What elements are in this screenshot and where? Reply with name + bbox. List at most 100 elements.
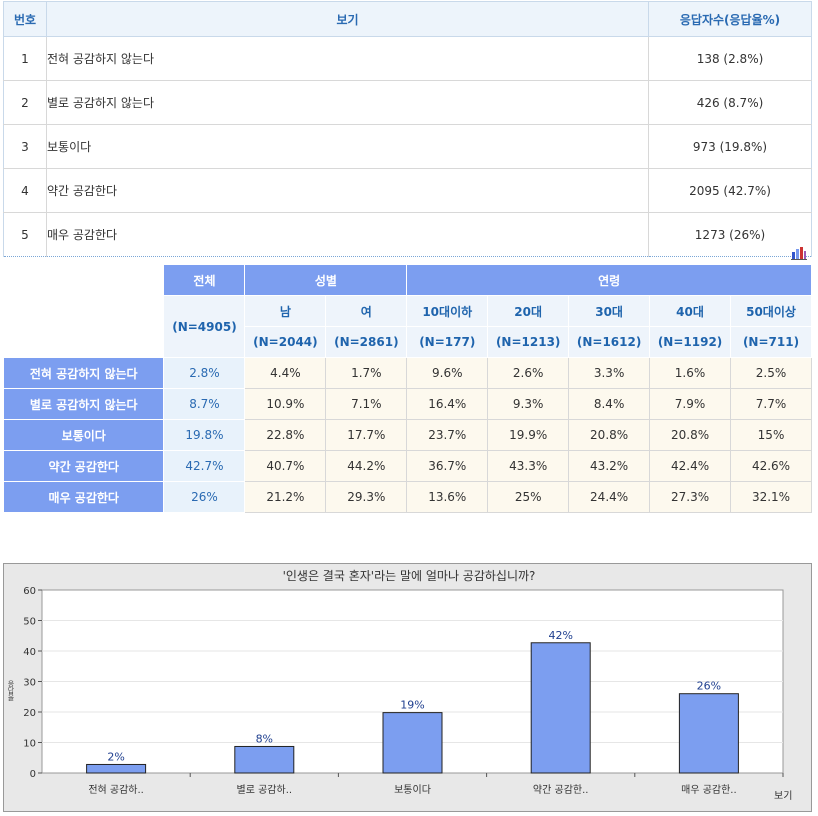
y-tick-label: 20 bbox=[23, 708, 36, 719]
crosstab-total-cell: 26% bbox=[163, 481, 246, 513]
crosstab-cell: 21.2% bbox=[244, 481, 327, 513]
crosstab-row-label: 약간 공감한다 bbox=[2, 450, 165, 482]
crosstab-cell: 19.9% bbox=[487, 419, 570, 451]
crosstab-cell: 25% bbox=[487, 481, 570, 513]
row-option: 별로 공감하지 않는다 bbox=[46, 80, 649, 125]
crosstab-cell: 9.6% bbox=[406, 357, 489, 389]
row-number: 1 bbox=[3, 36, 47, 81]
crosstab-row: 약간 공감한다 42.7% 40.7% 44.2% 36.7% 43.3% 43.2% 42.… bbox=[2, 450, 812, 482]
x-tick-label: 별로 공감하.. bbox=[237, 783, 293, 796]
row-count: 2095 (42.7%) bbox=[648, 168, 812, 213]
crosstab-cell: 1.6% bbox=[649, 357, 732, 389]
crosstab-cell: 7.9% bbox=[649, 388, 732, 420]
bar[interactable] bbox=[86, 763, 147, 774]
col-group-n: (N=711) bbox=[730, 326, 812, 358]
col-total-label: 전체 bbox=[163, 264, 246, 296]
crosstab-cell: 23.7% bbox=[406, 419, 489, 451]
chart-title: '인생은 결국 혼자'라는 말에 얼마나 공감하십니까? bbox=[283, 569, 536, 583]
bar[interactable] bbox=[530, 642, 591, 774]
crosstab-cell: 3.3% bbox=[568, 357, 651, 389]
crosstab-cell: 43.3% bbox=[487, 450, 570, 482]
bar[interactable] bbox=[234, 745, 295, 774]
crosstab-total-cell: 42.7% bbox=[163, 450, 246, 482]
bar-data-label: 19% bbox=[400, 699, 424, 712]
row-option: 약간 공감한다 bbox=[46, 168, 649, 213]
row-count: 973 (19.8%) bbox=[648, 124, 812, 169]
x-tick-label: 보통이다 bbox=[394, 784, 431, 796]
crosstab-cell: 32.1% bbox=[730, 481, 812, 513]
crosstab-cell: 9.3% bbox=[487, 388, 570, 420]
crosstab-row-label: 보통이다 bbox=[2, 419, 165, 451]
crosstab-cell: 4.4% bbox=[244, 357, 327, 389]
crosstab-cell: 42.4% bbox=[649, 450, 732, 482]
y-tick-label: 60 bbox=[23, 586, 36, 597]
bar-data-label: 26% bbox=[697, 680, 721, 693]
header-option: 보기 bbox=[46, 1, 649, 37]
crosstab-cell: 36.7% bbox=[406, 450, 489, 482]
row-count: 1273 (26%) bbox=[648, 212, 812, 257]
crosstab-cell: 40.7% bbox=[244, 450, 327, 482]
response-row: 4 약간 공감한다 2095 (42.7%) bbox=[3, 168, 812, 213]
chart-panel: '인생은 결국 혼자'라는 말에 얼마나 공감하십니까? 0 10 20 30 40 50… bbox=[3, 563, 812, 812]
crosstab-cell: 2.6% bbox=[487, 357, 570, 389]
y-tick-label: 50 bbox=[23, 617, 36, 628]
crosstab-row-label: 전혀 공감하지 않는다 bbox=[2, 357, 165, 389]
crosstab-cell: 20.8% bbox=[568, 419, 651, 451]
bar[interactable] bbox=[678, 693, 739, 774]
response-table: 번호 보기 응답자수(응답율%) 1 전혀 공감하지 않는다 138 (2.8%) 2… bbox=[3, 1, 812, 257]
header-num: 번호 bbox=[3, 1, 47, 37]
crosstab-cell: 44.2% bbox=[325, 450, 408, 482]
bar-chart-icon[interactable] bbox=[791, 246, 807, 260]
x-tick-label: 전혀 공감하.. bbox=[88, 783, 144, 796]
crosstab-cell: 1.7% bbox=[325, 357, 408, 389]
response-table-header: 번호 보기 응답자수(응답율%) bbox=[3, 1, 812, 37]
crosstab-row-label: 별로 공감하지 않는다 bbox=[2, 388, 165, 420]
response-row: 5 매우 공감한다 1273 (26%) bbox=[3, 212, 812, 257]
col-group-n: (N=2044) bbox=[244, 326, 327, 358]
y-tick-label: 0 bbox=[30, 769, 36, 780]
col-group-label: 40대 bbox=[649, 295, 732, 327]
bar-data-label: 2% bbox=[107, 750, 124, 763]
row-number: 2 bbox=[3, 80, 47, 125]
col-group-label: 남 bbox=[244, 295, 327, 327]
crosstab-cell: 17.7% bbox=[325, 419, 408, 451]
crosstab-cell: 43.2% bbox=[568, 450, 651, 482]
row-option: 보통이다 bbox=[46, 124, 649, 169]
bar[interactable] bbox=[382, 712, 443, 774]
corner-blank bbox=[2, 264, 165, 358]
crosstab-cell: 22.8% bbox=[244, 419, 327, 451]
y-axis-label: 응답율 bbox=[7, 680, 15, 701]
crosstab-cell: 8.4% bbox=[568, 388, 651, 420]
col-age-label: 연령 bbox=[406, 264, 812, 296]
col-total-n: (N=4905) bbox=[163, 295, 246, 358]
col-group-n: (N=1213) bbox=[487, 326, 570, 358]
bar-chart: '인생은 결국 혼자'라는 말에 얼마나 공감하십니까? 0 10 20 30 40 50… bbox=[7, 569, 792, 802]
col-group-label: 50대이상 bbox=[730, 295, 812, 327]
crosstab-cell: 7.1% bbox=[325, 388, 408, 420]
crosstab-cell: 7.7% bbox=[730, 388, 812, 420]
bar-data-label: 42% bbox=[548, 629, 572, 642]
crosstab-row-label: 매우 공감한다 bbox=[2, 481, 165, 513]
row-option: 전혀 공감하지 않는다 bbox=[46, 36, 649, 81]
x-tick-label: 매우 공감한.. bbox=[681, 784, 737, 796]
col-group-label: 여 bbox=[325, 295, 408, 327]
crosstab-row: 보통이다 19.8% 22.8% 17.7% 23.7% 19.9% 20.8% 20.8% 1… bbox=[2, 419, 812, 451]
row-count: 138 (2.8%) bbox=[648, 36, 812, 81]
row-number: 4 bbox=[3, 168, 47, 213]
crosstab-total-cell: 19.8% bbox=[163, 419, 246, 451]
crosstab-row: 매우 공감한다 26% 21.2% 29.3% 13.6% 25% 24.4% 27.3% 32… bbox=[2, 481, 812, 513]
y-tick-label: 40 bbox=[23, 647, 36, 658]
crosstab-cell: 13.6% bbox=[406, 481, 489, 513]
crosstab-cell: 29.3% bbox=[325, 481, 408, 513]
col-group-n: (N=177) bbox=[406, 326, 489, 358]
crosstab-total-cell: 2.8% bbox=[163, 357, 246, 389]
col-group-label: 30대 bbox=[568, 295, 651, 327]
y-tick-label: 10 bbox=[23, 739, 36, 750]
crosstab-cell: 27.3% bbox=[649, 481, 732, 513]
col-gender-label: 성별 bbox=[244, 264, 408, 296]
response-row: 1 전혀 공감하지 않는다 138 (2.8%) bbox=[3, 36, 812, 81]
crosstab-row: 전혀 공감하지 않는다 2.8% 4.4% 1.7% 9.6% 2.6% 3.3% 1.6% 2… bbox=[2, 357, 812, 389]
crosstab-row: 별로 공감하지 않는다 8.7% 10.9% 7.1% 16.4% 9.3% 8.4% 7.9… bbox=[2, 388, 812, 420]
crosstab-cell: 16.4% bbox=[406, 388, 489, 420]
col-group-n: (N=1192) bbox=[649, 326, 732, 358]
